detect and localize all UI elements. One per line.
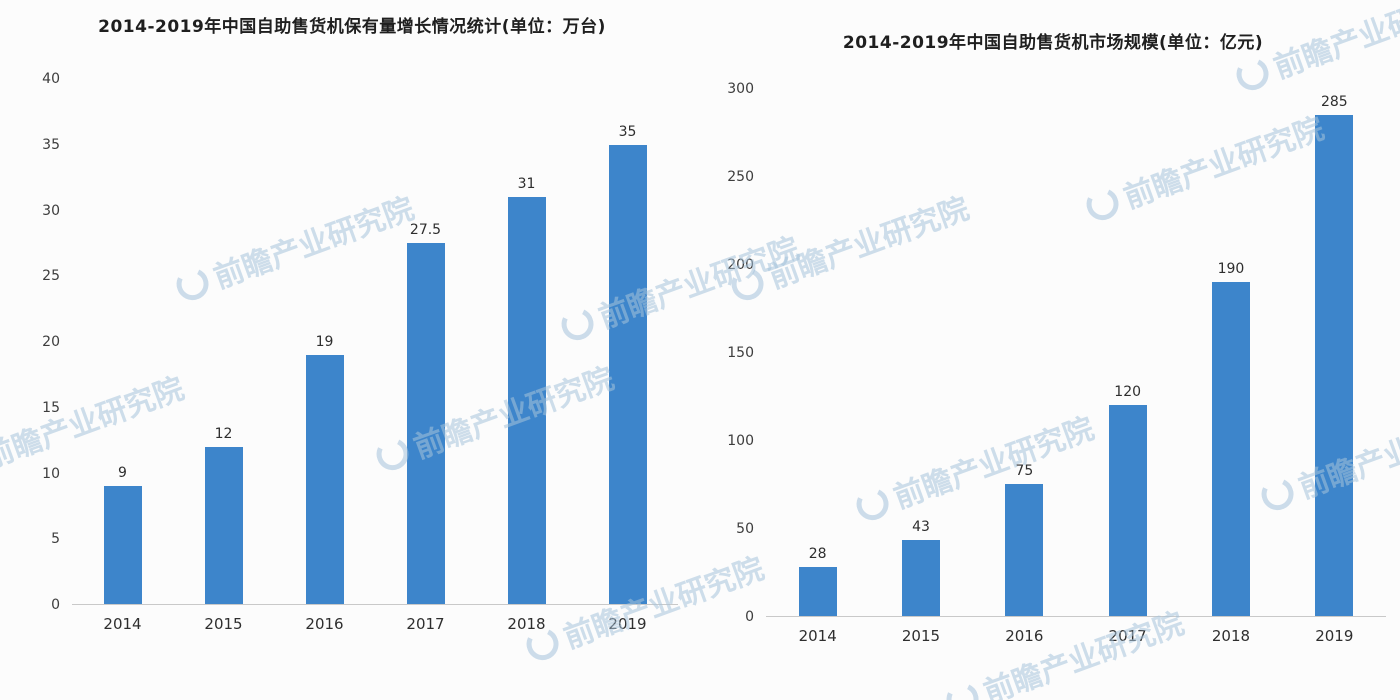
y-axis-tick-label: 10 xyxy=(42,465,60,482)
bar-group: 12 xyxy=(173,79,274,604)
bar-2017[interactable] xyxy=(406,243,445,604)
bar-2018[interactable] xyxy=(1211,282,1250,616)
bar-value-label: 27.5 xyxy=(409,222,442,239)
x-axis-label: 2019 xyxy=(1315,627,1354,645)
bar-2019[interactable] xyxy=(608,144,647,604)
bar-2015[interactable] xyxy=(901,540,940,616)
bar-group: 31 xyxy=(476,79,577,604)
bar-group: 27.5 xyxy=(375,79,476,604)
bar-group: 28 xyxy=(766,89,869,616)
bar-group: 35 xyxy=(577,79,678,604)
y-axis-tick-label: 300 xyxy=(727,81,754,97)
bar-2016[interactable] xyxy=(305,354,344,604)
y-axis-tick-label: 150 xyxy=(727,345,754,361)
chart-vending-machine-market-size: 2014-2019年中国自助售货机市场规模(单位：亿元) 0 50 100 150 20… xyxy=(690,0,1400,700)
bar-value-label: 31 xyxy=(517,176,536,193)
bar-value-label: 285 xyxy=(1320,94,1348,111)
chart-title: 2014-2019年中国自助售货机保有量增长情况统计(单位：万台) xyxy=(98,17,606,37)
bar-group: 9 xyxy=(72,79,173,604)
bar-2017[interactable] xyxy=(1108,405,1147,616)
bar-value-label: 75 xyxy=(1015,463,1034,480)
bar-group: 120 xyxy=(1076,89,1179,616)
bar-2014[interactable] xyxy=(103,485,142,604)
x-axis-label: 2014 xyxy=(103,615,142,633)
y-axis-tick-label: 200 xyxy=(727,257,754,273)
y-axis-tick-label: 5 xyxy=(51,531,60,548)
bar-2015[interactable] xyxy=(204,446,243,604)
plot-wrap: 9 12 19 27.5 31 35 2014 2015 2016 2017 2018 2019 xyxy=(72,79,678,633)
y-axis-tick-label: 30 xyxy=(42,202,60,219)
x-axis-label: 2015 xyxy=(901,627,941,645)
y-axis: 0 5 10 15 20 25 30 35 40 xyxy=(26,71,72,613)
x-axis-label: 2014 xyxy=(798,627,837,645)
chart-body: 0 50 100 150 200 250 300 28 43 75 120 190 285 2014 2… xyxy=(720,81,1386,645)
y-axis-tick-label: 15 xyxy=(42,399,60,416)
bar-group: 285 xyxy=(1283,89,1386,616)
bar-value-label: 43 xyxy=(912,519,930,536)
y-axis-tick-label: 250 xyxy=(727,169,754,185)
y-axis: 0 50 100 150 200 250 300 xyxy=(720,81,766,625)
bar-2014[interactable] xyxy=(798,566,837,616)
chart-title: 2014-2019年中国自助售货机市场规模(单位：亿元) xyxy=(842,33,1264,53)
bar-value-label: 19 xyxy=(315,333,334,350)
x-axis-label: 2016 xyxy=(1005,627,1044,645)
bar-value-label: 28 xyxy=(808,545,827,562)
chart-body: 0 5 10 15 20 25 30 35 40 9 12 19 27.5 31 35 2014 2015 2… xyxy=(26,71,678,633)
bar-value-label: 35 xyxy=(618,123,637,140)
y-axis-tick-label: 0 xyxy=(51,597,60,613)
bar-group: 43 xyxy=(869,89,972,616)
y-axis-tick-label: 0 xyxy=(745,609,754,625)
chart-vending-machine-holdings: 2014-2019年中国自助售货机保有量增长情况统计(单位：万台) 0 5 10 15… xyxy=(0,0,690,700)
y-axis-tick-label: 20 xyxy=(42,334,60,350)
bar-value-label: 120 xyxy=(1114,384,1142,401)
y-axis-tick-label: 25 xyxy=(42,268,60,285)
x-axis-label: 2018 xyxy=(507,615,546,633)
x-axis-label: 2019 xyxy=(608,615,647,633)
x-axis-label: 2017 xyxy=(406,615,445,633)
y-axis-tick-label: 40 xyxy=(42,71,60,87)
plot-area: 9 12 19 27.5 31 35 xyxy=(72,79,678,605)
x-axis: 2014 2015 2016 2017 2018 2019 xyxy=(72,615,678,633)
bar-2018[interactable] xyxy=(507,197,546,604)
y-axis-tick-label: 35 xyxy=(42,136,60,153)
bar-value-label: 190 xyxy=(1217,261,1245,278)
plot-wrap: 28 43 75 120 190 285 2014 2015 2016 2017 2018 2019 xyxy=(766,89,1386,645)
plot-area: 28 43 75 120 190 285 xyxy=(766,89,1386,617)
bar-group: 75 xyxy=(973,89,1076,616)
bar-2016[interactable] xyxy=(1005,484,1044,616)
y-axis-tick-label: 100 xyxy=(727,433,754,449)
x-axis-label: 2016 xyxy=(305,615,344,633)
bar-value-label: 9 xyxy=(118,464,127,481)
y-axis-tick-label: 50 xyxy=(736,521,754,537)
x-axis-label: 2018 xyxy=(1211,627,1251,645)
bar-value-label: 12 xyxy=(214,425,233,442)
x-axis: 2014 2015 2016 2017 2018 2019 xyxy=(766,627,1386,645)
bar-group: 19 xyxy=(274,79,375,604)
bar-group: 190 xyxy=(1179,89,1282,616)
x-axis-label: 2015 xyxy=(204,615,243,633)
bar-2019[interactable] xyxy=(1315,115,1354,616)
x-axis-label: 2017 xyxy=(1108,627,1147,645)
